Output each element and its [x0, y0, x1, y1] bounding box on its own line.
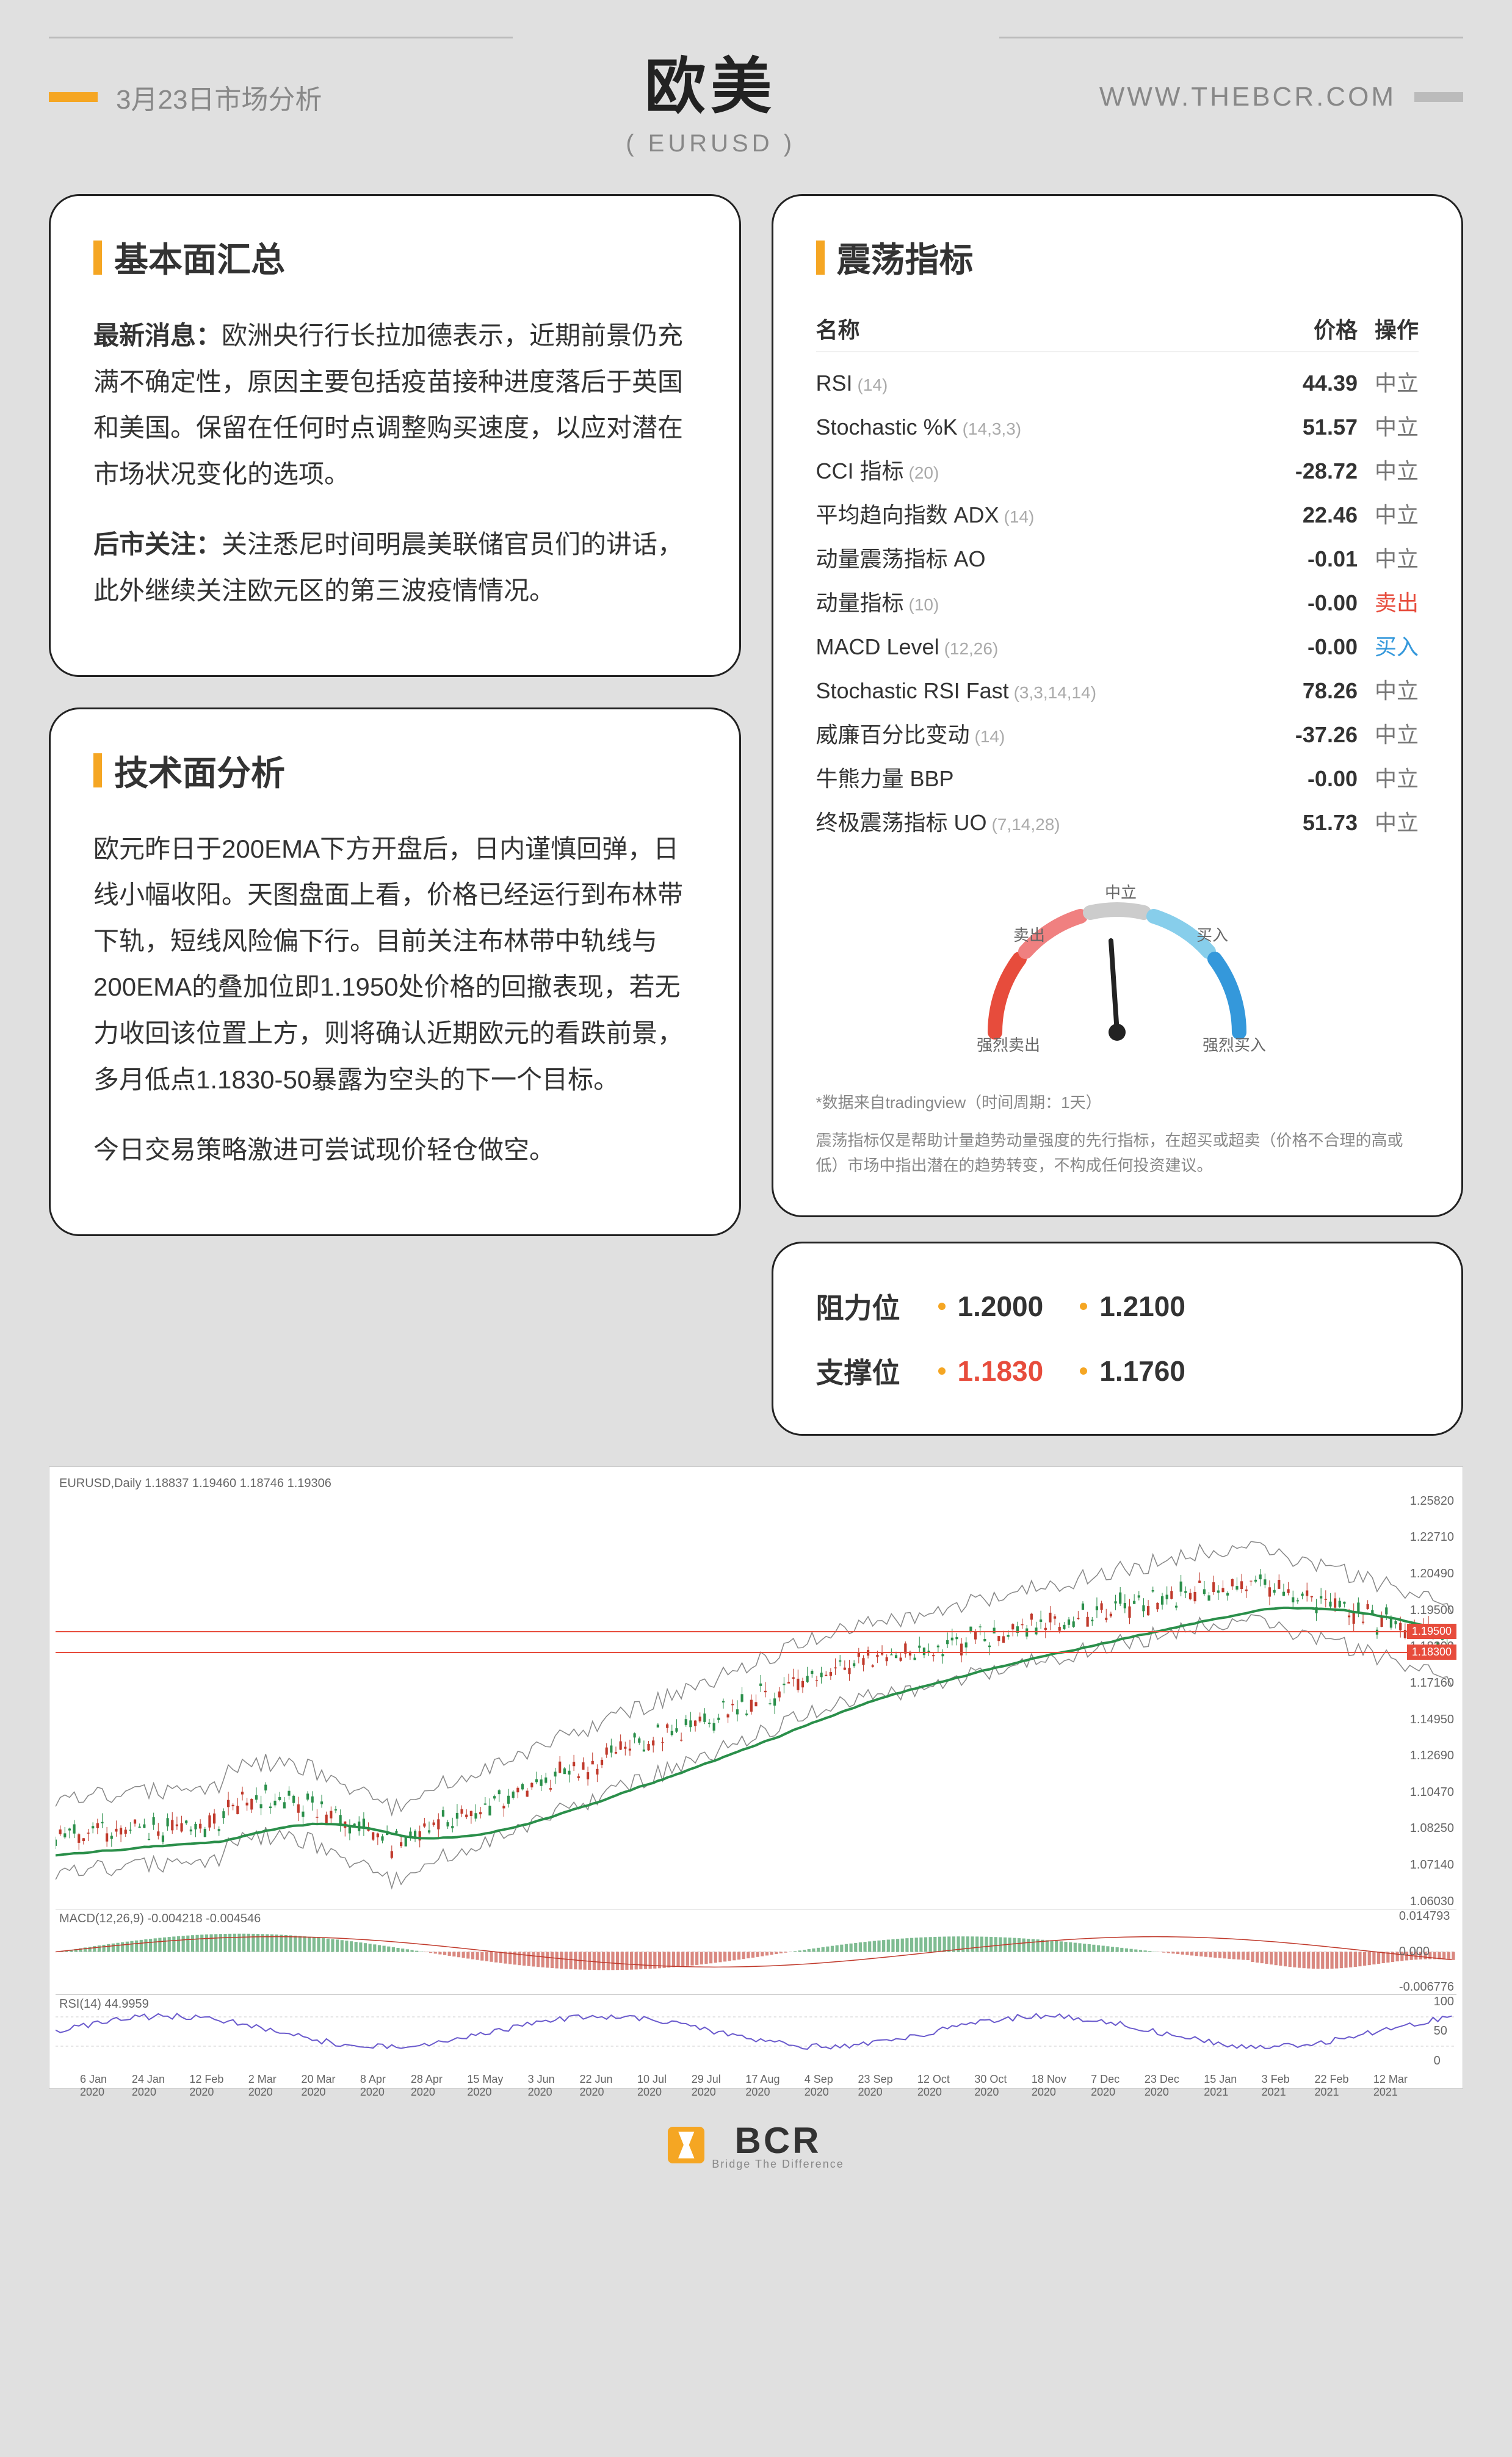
resistance-line [56, 1631, 1408, 1632]
indicator-row: CCI 指标(20) -28.72 中立 [816, 447, 1419, 491]
page-subtitle: ( EURUSD ) [322, 130, 1099, 157]
rsi-panel: RSI(14) 44.9959 100500 [56, 1995, 1456, 2068]
accent-bar-left [49, 92, 98, 102]
chart-main-panel: 1.258201.227101.204901.195001.183001.171… [56, 1494, 1456, 1909]
gauge-sell: 卖出 [1013, 926, 1045, 944]
indicator-row: 动量指标(10) -0.00 卖出 [816, 579, 1419, 623]
macd-label: MACD(12,26,9) -0.004218 -0.004546 [59, 1912, 261, 1926]
indicator-row: 平均趋向指数 ADX(14) 22.46 中立 [816, 491, 1419, 535]
indicator-row: RSI(14) 44.39 中立 [816, 360, 1419, 403]
resistance-label: 阻力位 [816, 1286, 938, 1326]
fundamentals-card: 基本面汇总 最新消息：欧洲央行行长拉加德表示，近期前景仍充满不确定性，原因主要包… [49, 194, 741, 677]
fundamentals-title: 基本面汇总 [114, 233, 285, 282]
oscillators-card: 震荡指标 名称 价格 操作 RSI(14) 44.39 中立Stochastic… [772, 194, 1464, 1217]
support-2: 1.1760 [1099, 1355, 1185, 1388]
page-title: 欧美 [322, 37, 1099, 125]
chart-x-axis: 6 Jan 202024 Jan 202012 Feb 20202 Mar 20… [56, 2068, 1456, 2099]
header: 3月23日市场分析 欧美 ( EURUSD ) WWW.THEBCR.COM [49, 37, 1463, 157]
resistance-1: 1.2000 [958, 1290, 1044, 1323]
price-tag-2: 1.18300 [1407, 1645, 1456, 1660]
gauge-buy: 买入 [1196, 926, 1228, 944]
support-line [56, 1652, 1408, 1653]
title-bar-icon [816, 241, 825, 275]
col-action-header: 操作 [1358, 313, 1419, 344]
accent-bar-right [1414, 92, 1463, 102]
logo-icon [668, 2127, 704, 2163]
gauge-strong-buy: 强烈买入 [1203, 1036, 1266, 1054]
gauge-neutral: 中立 [1105, 883, 1137, 902]
title-bar-icon [93, 753, 102, 787]
logo-subtitle: Bridge The Difference [712, 2158, 844, 2171]
indicator-row: 威廉百分比变动(14) -37.26 中立 [816, 711, 1419, 755]
support-1: 1.1830 [958, 1355, 1044, 1388]
col-price-header: 价格 [1248, 313, 1358, 344]
technical-p2: 今日交易策略激进可尝试现价轻仓做空。 [93, 1127, 696, 1173]
title-bar-icon [93, 241, 102, 275]
support-label: 支撑位 [816, 1351, 938, 1391]
technical-p1: 欧元昨日于200EMA下方开盘后，日内谨慎回弹，日线小幅收阳。天图盘面上看，价格… [93, 826, 696, 1103]
price-tag-1: 1.19500 [1407, 1624, 1456, 1639]
rsi-label: RSI(14) 44.9959 [59, 1997, 149, 2011]
indicator-row: 动量震荡指标 AO -0.01 中立 [816, 535, 1419, 579]
indicator-row: 终极震荡指标 UO(7,14,28) 51.73 中立 [816, 799, 1419, 843]
focus-label: 后市关注： [93, 530, 222, 559]
indicator-row: MACD Level(12,26) -0.00 买入 [816, 623, 1419, 667]
indicator-row: Stochastic RSI Fast(3,3,14,14) 78.26 中立 [816, 667, 1419, 711]
disclaimer: 震荡指标仅是帮助计量趋势动量强度的先行指标，在超买或超卖（价格不合理的高或低）市… [816, 1128, 1419, 1179]
indicator-row: 牛熊力量 BBP -0.00 中立 [816, 755, 1419, 799]
technical-card: 技术面分析 欧元昨日于200EMA下方开盘后，日内谨慎回弹，日线小幅收阳。天图盘… [49, 707, 741, 1236]
data-source: *数据来自tradingview（时间周期：1天） [816, 1090, 1419, 1116]
resistance-2: 1.2100 [1099, 1290, 1185, 1323]
website-url: WWW.THEBCR.COM [1099, 82, 1396, 112]
footer: BCR Bridge The Difference [49, 2119, 1463, 2171]
macd-panel: MACD(12,26,9) -0.004218 -0.004546 0.0147… [56, 1909, 1456, 1995]
indicator-row: Stochastic %K(14,3,3) 51.57 中立 [816, 403, 1419, 447]
news-label: 最新消息： [93, 321, 222, 350]
date-text: 3月23日市场分析 [116, 78, 322, 117]
chart-header: EURUSD,Daily 1.18837 1.19460 1.18746 1.1… [56, 1473, 1456, 1494]
gauge: 强烈卖出 卖出 中立 买入 强烈买入 [816, 874, 1419, 1072]
technical-title: 技术面分析 [114, 746, 285, 795]
gauge-strong-sell: 强烈卖出 [977, 1036, 1040, 1054]
price-chart: EURUSD,Daily 1.18837 1.19460 1.18746 1.1… [49, 1466, 1463, 2089]
oscillators-title: 震荡指标 [837, 233, 974, 282]
levels-card: 阻力位 1.2000 1.2100 支撑位 1.1830 1.1760 [772, 1242, 1464, 1436]
col-name-header: 名称 [816, 313, 1248, 344]
logo-text: BCR [712, 2119, 844, 2162]
